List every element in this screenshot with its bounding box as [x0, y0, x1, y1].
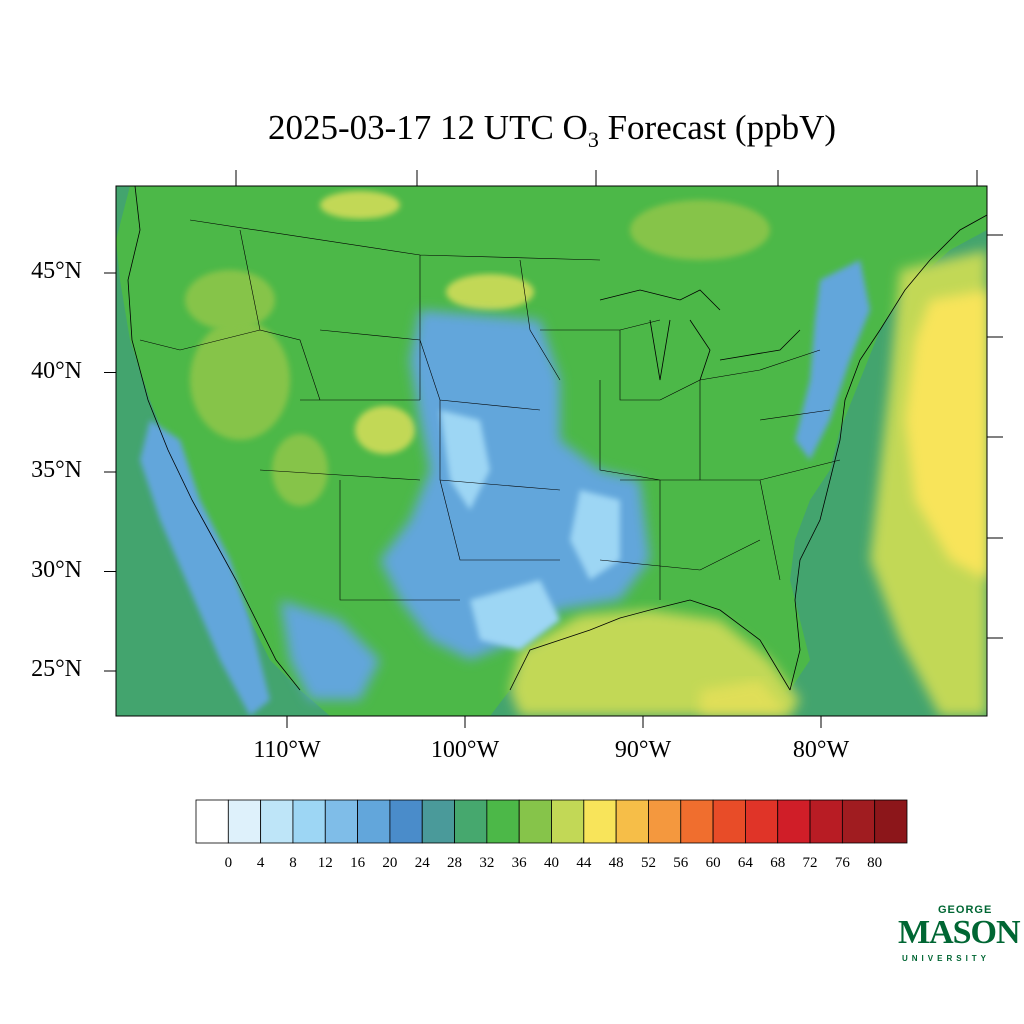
colorbar-label: 20	[382, 855, 398, 871]
colorbar-swatch	[454, 799, 488, 844]
northeast-low	[795, 260, 870, 460]
colorbar-swatch	[874, 799, 908, 844]
northern-plains-patch	[446, 274, 534, 310]
colorbar-label: 72	[802, 855, 818, 871]
central-plains-low	[380, 310, 650, 660]
colorbar-swatch	[745, 799, 779, 844]
gulf-peak-ozone	[700, 680, 790, 716]
colorbar-swatch	[777, 799, 811, 844]
colorbar-label: 16	[350, 855, 366, 871]
lon-label: 90°W	[614, 737, 672, 763]
logo-mason: MASON	[898, 914, 1021, 951]
lat-label: 30°N	[31, 556, 82, 583]
logo-george: GEORGE	[938, 904, 993, 916]
atlantic-peak-ozone	[905, 290, 987, 580]
logo-university: UNIVERSITY	[902, 954, 991, 963]
colorbar-label: 8	[289, 855, 297, 871]
canada-patch	[630, 200, 770, 260]
colorbar-label: 36	[511, 855, 527, 871]
colorbar-swatch	[227, 799, 262, 844]
colorbar-label: 76	[834, 855, 850, 871]
plains-lowest	[440, 410, 490, 510]
colorbar-swatch	[518, 799, 552, 844]
colorbar-label: 60	[705, 855, 721, 871]
title-main: 2025-03-17 12 UTC O	[268, 108, 588, 147]
colorbar-label: 40	[544, 855, 559, 871]
gmu-logo: GEORGE MASON UNIVERSITY	[896, 896, 1021, 972]
colorbar-label: 4	[256, 855, 265, 871]
colorbar-label: 32	[479, 855, 495, 871]
title-subscript: 3	[587, 127, 599, 152]
map-title: 2025-03-17 12 UTC O3 Forecast (ppbV)	[0, 108, 1024, 153]
colorbar-swatch	[648, 799, 682, 844]
lower-mississippi-low	[570, 490, 620, 580]
lon-label: 110°W	[253, 737, 321, 763]
colorbar-label: 28	[447, 855, 463, 871]
great-basin-patch	[190, 320, 290, 440]
coastline	[127, 186, 987, 691]
colorbar-label: 24	[414, 855, 430, 871]
montana-patch	[320, 191, 400, 219]
colorbar-swatch	[389, 799, 423, 844]
mountain-west-patch	[272, 434, 328, 506]
colorbar-swatch	[551, 799, 585, 844]
title-suffix: Forecast (ppbV)	[598, 108, 836, 147]
colorbar-label: 64	[737, 855, 753, 871]
colorbar-label: 56	[673, 855, 689, 871]
texas-lowest	[470, 580, 560, 650]
colorbar-swatch	[809, 799, 843, 844]
pacific-nw-patch	[185, 270, 275, 330]
colorbar-swatch	[712, 799, 746, 844]
colorbar-swatch	[324, 799, 358, 844]
lat-label: 45°N	[31, 258, 82, 284]
colorbar-swatch	[680, 799, 714, 844]
colorbar-label: 68	[770, 855, 786, 871]
colorbar-label: 44	[576, 855, 592, 871]
colorbar-swatch	[583, 799, 617, 844]
lat-label: 25°N	[31, 656, 82, 682]
colorbar-swatch	[841, 799, 876, 844]
lat-label: 35°N	[31, 457, 82, 483]
state-borders	[139, 219, 841, 601]
colorbar-label: 48	[608, 855, 624, 871]
lon-label: 100°W	[430, 737, 500, 763]
mexico-interior-low	[280, 600, 380, 700]
colorbar-swatch	[421, 799, 455, 844]
colorbar-label: 52	[640, 855, 656, 871]
west-coast-low	[140, 420, 270, 716]
colorbar-swatch	[195, 799, 229, 844]
colorbar-swatch	[486, 799, 520, 844]
lat-label: 40°N	[31, 357, 82, 384]
rockies-patch	[355, 406, 415, 454]
colorbar-swatch	[357, 799, 391, 844]
colorbar-swatch	[292, 799, 326, 844]
colorbar-label: 0	[224, 855, 233, 871]
colorbar-label: 12	[317, 855, 333, 871]
colorbar-label: 80	[867, 855, 883, 871]
colorbar-swatch	[260, 799, 294, 844]
lon-label: 80°W	[792, 737, 850, 763]
map-frame	[115, 185, 988, 717]
colorbar-swatch	[615, 799, 649, 844]
great-lakes	[599, 289, 801, 381]
